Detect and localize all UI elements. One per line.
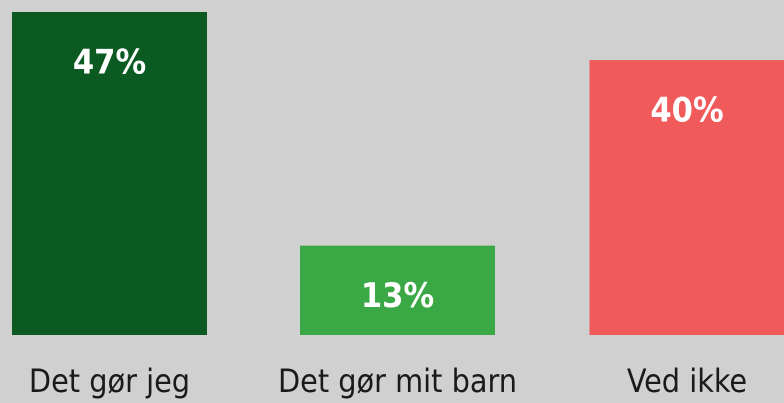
value-label: 40% xyxy=(650,91,723,131)
x-tick-label: Ved ikke xyxy=(627,362,747,400)
bar xyxy=(12,12,207,335)
bar xyxy=(589,60,784,335)
bar xyxy=(300,245,495,335)
x-tick-label: Det gør mit barn xyxy=(278,362,517,400)
x-tick-label: Det gør jeg xyxy=(29,362,190,400)
value-label: 13% xyxy=(361,276,434,316)
value-label: 47% xyxy=(73,43,146,83)
